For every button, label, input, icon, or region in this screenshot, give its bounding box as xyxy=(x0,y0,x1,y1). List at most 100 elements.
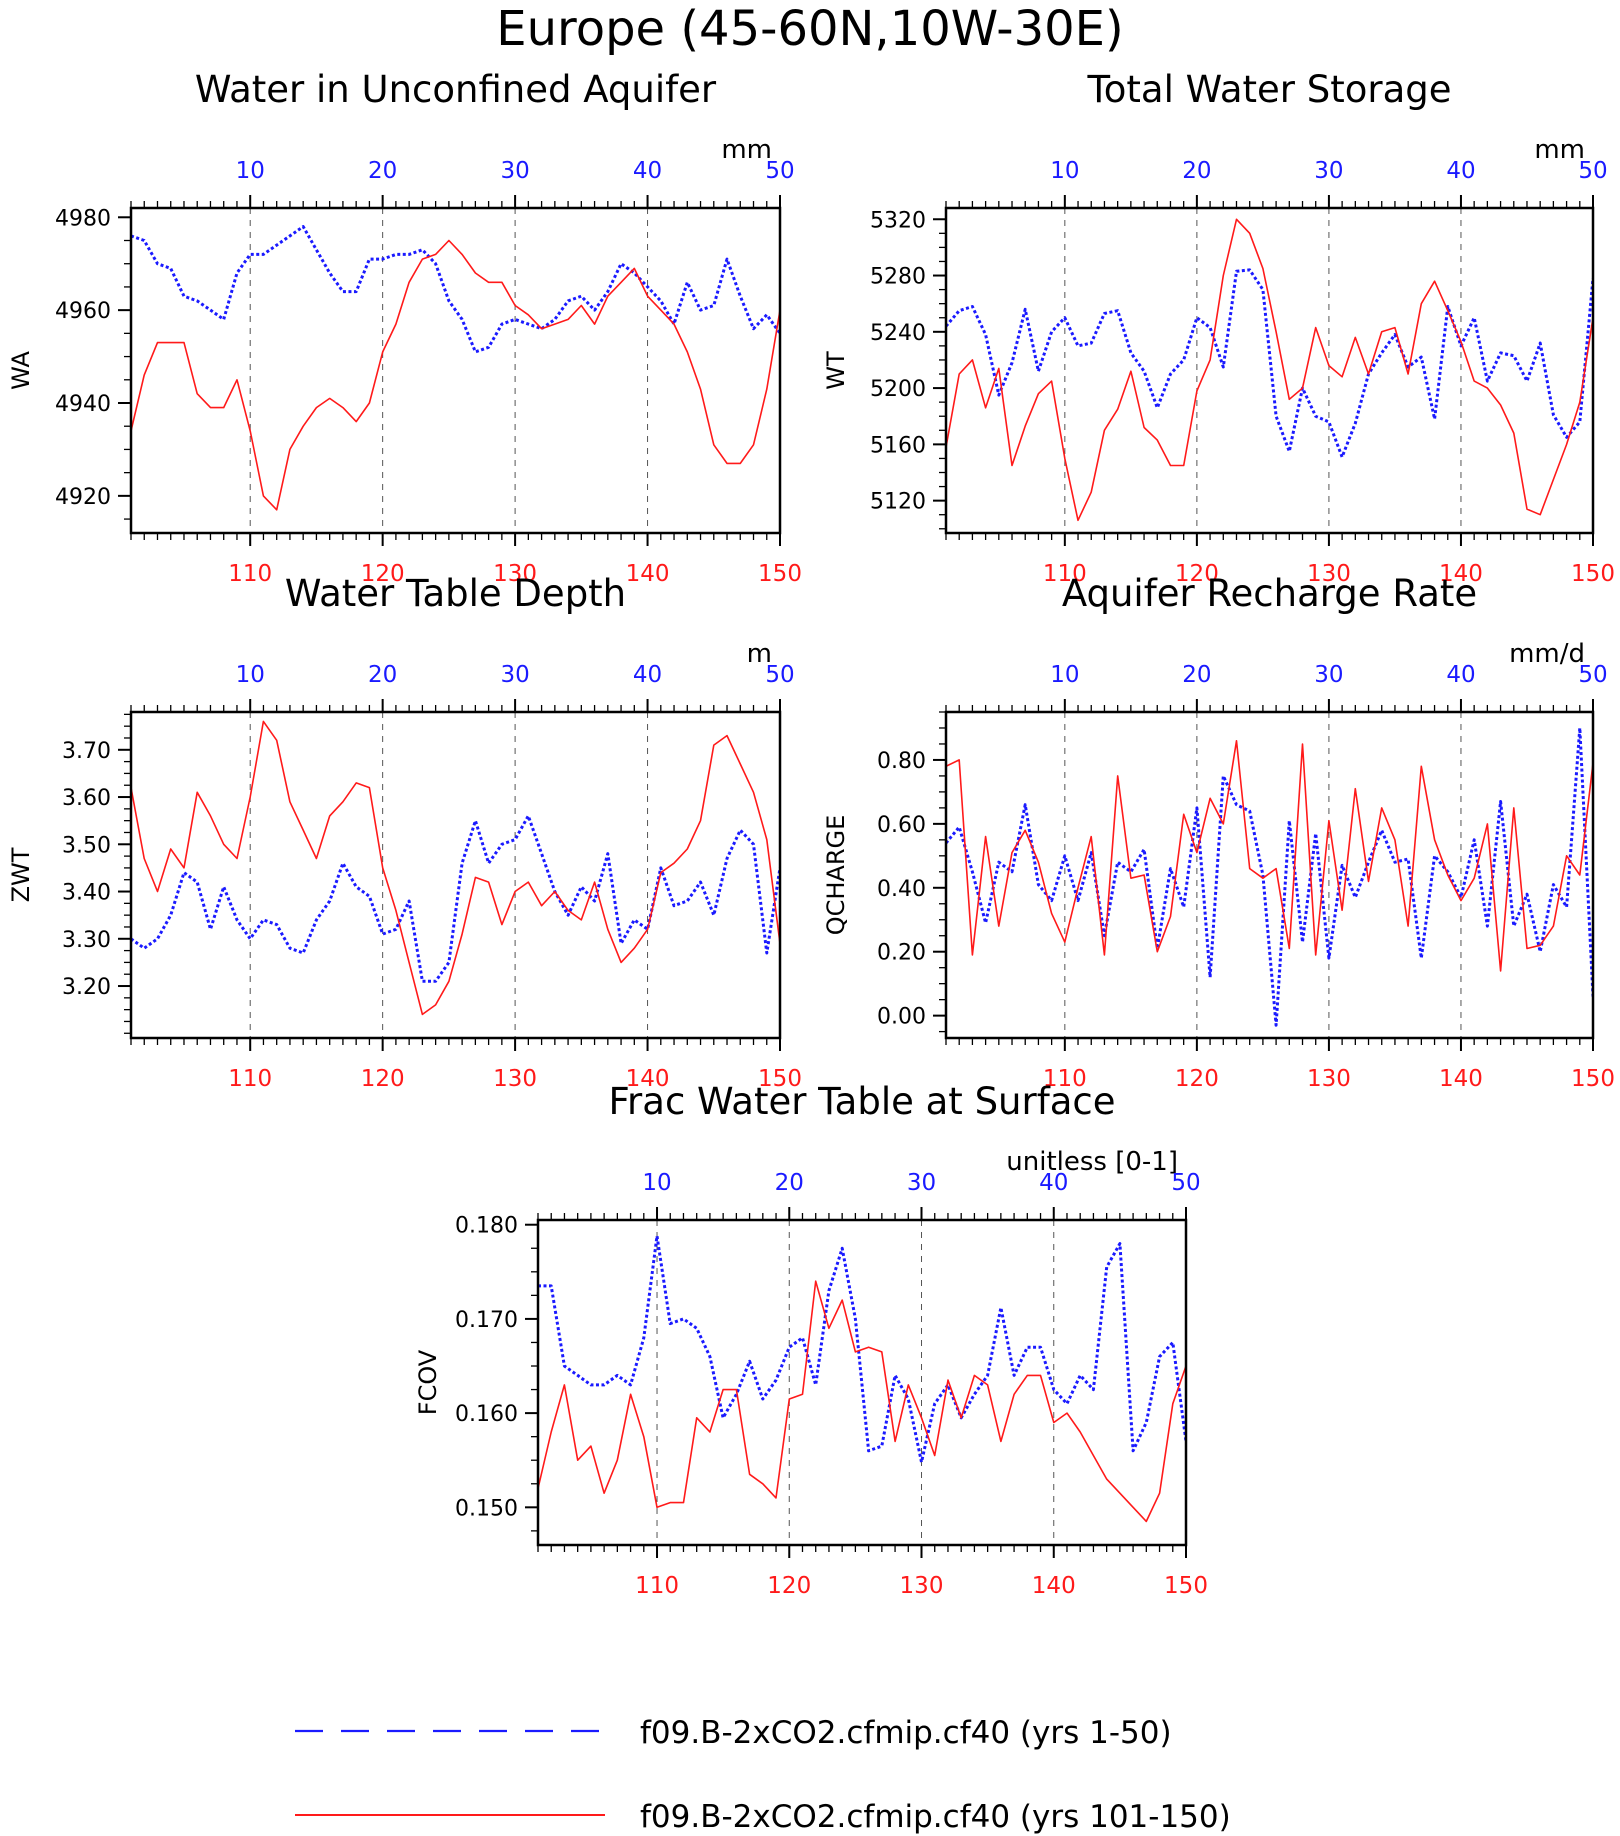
x-tick-label-bottom: 130 xyxy=(900,1573,944,1599)
y-tick-label: 0.40 xyxy=(877,877,926,902)
x-tick-label-bottom: 150 xyxy=(758,1066,802,1092)
x-tick-label-top: 30 xyxy=(1314,158,1343,184)
series-line-red xyxy=(131,720,780,1016)
x-tick-label-top: 50 xyxy=(1578,662,1607,688)
x-tick-label-bottom: 140 xyxy=(1439,1066,1483,1092)
y-tick-label: 0.160 xyxy=(455,1402,518,1427)
units-label: mm xyxy=(1534,135,1585,165)
y-tick-label: 4980 xyxy=(55,206,111,231)
x-tick-label-bottom: 150 xyxy=(758,561,802,587)
x-tick-label-top: 30 xyxy=(500,662,529,688)
panel-title: Water Table Depth xyxy=(285,572,626,615)
x-tick-label-top: 50 xyxy=(1578,158,1607,184)
panel-title: Aquifer Recharge Rate xyxy=(1062,572,1477,615)
plot-frame xyxy=(944,710,1595,1040)
y-tick-label: 4920 xyxy=(55,485,111,510)
x-tick-label-bottom: 120 xyxy=(1175,561,1219,587)
units-label: mm/d xyxy=(1509,639,1585,669)
x-tick-label-bottom: 120 xyxy=(1175,1066,1219,1092)
panel-title: Total Water Storage xyxy=(1086,68,1451,111)
y-tick-label: 5160 xyxy=(870,433,926,458)
x-tick-label-top: 40 xyxy=(1446,662,1475,688)
y-tick-label: 3.20 xyxy=(62,975,111,1000)
x-tick-label-bottom: 150 xyxy=(1164,1573,1208,1599)
x-tick-label-bottom: 110 xyxy=(228,561,272,587)
x-tick-label-top: 50 xyxy=(765,662,794,688)
x-tick-label-bottom: 110 xyxy=(1043,1066,1087,1092)
x-tick-label-bottom: 130 xyxy=(1307,1066,1351,1092)
units-label: m xyxy=(747,639,772,669)
x-tick-label-top: 10 xyxy=(1050,158,1079,184)
plot-frame xyxy=(536,1218,1188,1547)
plot-frame xyxy=(129,710,782,1040)
series-line-blue xyxy=(946,726,1593,1027)
x-tick-label-bottom: 140 xyxy=(626,561,670,587)
x-tick-label-top: 40 xyxy=(633,158,662,184)
panels: Water in Unconfined AquifermmWA492049404… xyxy=(7,68,1615,1599)
y-tick-label: 3.50 xyxy=(62,833,111,858)
y-tick-label: 0.170 xyxy=(455,1308,518,1333)
panel-title: Water in Unconfined Aquifer xyxy=(195,68,717,111)
y-tick-label: 0.150 xyxy=(455,1496,518,1521)
x-tick-label-top: 10 xyxy=(642,1170,671,1196)
panel-zwt: Water Table Depth m ZWT 3.20 3.30 3.40 3.50 3.6… xyxy=(7,572,802,1092)
y-tick-label: 3.60 xyxy=(62,786,111,811)
x-tick-label-top: 10 xyxy=(236,158,265,184)
x-tick-label-bottom: 120 xyxy=(767,1573,811,1599)
x-tick-label-top: 10 xyxy=(1050,662,1079,688)
y-tick-label: 5240 xyxy=(870,321,926,346)
series-line-red xyxy=(131,239,780,511)
y-tick-label: 3.70 xyxy=(62,739,111,764)
x-tick-label-bottom: 150 xyxy=(1571,561,1615,587)
y-tick-label: 0.20 xyxy=(877,941,926,966)
x-tick-label-bottom: 110 xyxy=(228,1066,272,1092)
legend-label-red: f09.B-2xCO2.cfmip.cf40 (yrs 101-150) xyxy=(640,1799,1231,1835)
x-tick-label-top: 40 xyxy=(1446,158,1475,184)
x-tick-label-top: 50 xyxy=(1171,1170,1200,1196)
units-label: mm xyxy=(721,135,772,165)
series-line-red xyxy=(946,218,1593,522)
y-axis-label: QCHARGE xyxy=(822,815,850,936)
x-tick-label-top: 30 xyxy=(907,1170,936,1196)
x-tick-label-top: 30 xyxy=(500,158,529,184)
x-tick-label-top: 20 xyxy=(1182,662,1211,688)
panel-wt: Total Water Storage mm WT 5120 5160 5200 5240 5… xyxy=(822,68,1615,587)
y-axis-label: FCOV xyxy=(414,1349,442,1415)
x-tick-label-bottom: 140 xyxy=(1032,1573,1076,1599)
x-tick-label-bottom: 120 xyxy=(361,561,405,587)
y-tick-label: 5320 xyxy=(870,208,926,233)
x-tick-label-top: 40 xyxy=(633,662,662,688)
x-tick-label-bottom: 110 xyxy=(635,1573,679,1599)
y-tick-label: 4960 xyxy=(55,299,111,324)
x-tick-label-bottom: 130 xyxy=(1307,561,1351,587)
panel-fcov: Frac Water Table at Surface unitless [0-1… xyxy=(414,1080,1208,1599)
x-tick-label-top: 40 xyxy=(1039,1170,1068,1196)
x-tick-label-top: 20 xyxy=(368,662,397,688)
plot-frame xyxy=(129,206,782,535)
y-axis-label: WA xyxy=(7,351,35,390)
legend: f09.B-2xCO2.cfmip.cf40 (yrs 1-50) f09.B-… xyxy=(295,1715,1231,1835)
x-tick-label-top: 10 xyxy=(236,662,265,688)
y-tick-label: 3.30 xyxy=(62,928,111,953)
panel-qcharge: Aquifer Recharge Rate mm/d QCHARGE 0.00 0.20… xyxy=(822,572,1615,1092)
y-tick-label: 0.80 xyxy=(877,749,926,774)
x-tick-label-top: 50 xyxy=(765,158,794,184)
series-line-blue xyxy=(538,1234,1186,1464)
y-tick-label: 5200 xyxy=(870,377,926,402)
y-tick-label: 5280 xyxy=(870,265,926,290)
y-tick-label: 5120 xyxy=(870,490,926,515)
x-tick-label-bottom: 140 xyxy=(1439,561,1483,587)
x-tick-label-bottom: 140 xyxy=(626,1066,670,1092)
x-tick-label-top: 20 xyxy=(775,1170,804,1196)
series-line-red xyxy=(538,1280,1186,1523)
series-line-blue xyxy=(946,268,1593,459)
y-tick-label: 3.40 xyxy=(62,881,111,906)
series-line-blue xyxy=(131,225,780,354)
y-tick-label: 0.00 xyxy=(877,1005,926,1030)
x-tick-label-bottom: 150 xyxy=(1571,1066,1615,1092)
x-tick-label-top: 20 xyxy=(1182,158,1211,184)
panel-title: Frac Water Table at Surface xyxy=(608,1080,1115,1123)
x-tick-label-bottom: 130 xyxy=(493,561,537,587)
page-title: Europe (45-60N,10W-30E) xyxy=(496,1,1123,57)
